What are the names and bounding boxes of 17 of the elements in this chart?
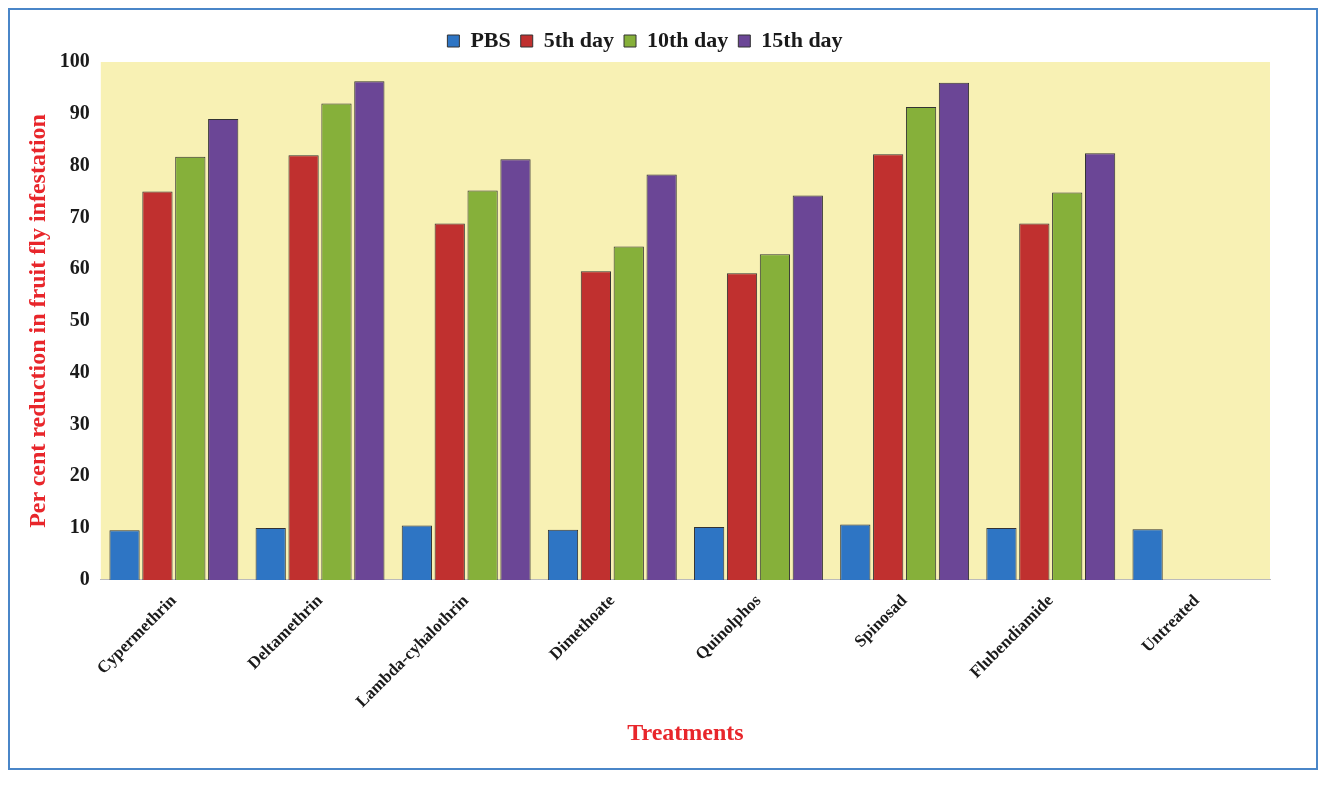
y-tick-label: 30: [69, 411, 90, 434]
y-tick-label: 20: [69, 463, 90, 486]
y-tick-label: 100: [59, 49, 90, 72]
y-tick-label: 90: [69, 100, 90, 123]
y-tick-label: 50: [69, 308, 90, 331]
y-tick-label: 60: [69, 256, 90, 279]
y-tick-label: 80: [69, 152, 90, 175]
legend-label: 10th day: [647, 26, 729, 52]
x-axis-title: Treatments: [627, 718, 744, 745]
legend-label: PBS: [470, 26, 511, 52]
legend-label: 5th day: [543, 26, 615, 52]
y-tick-label: 70: [69, 204, 90, 227]
legend-label: 15th day: [761, 26, 843, 52]
y-tick-label: 10: [69, 515, 90, 538]
y-axis-title: Per cent reduction in fruit fly infestation: [23, 114, 50, 528]
y-tick-label: 40: [69, 359, 90, 382]
y-tick-label: 0: [79, 567, 90, 590]
